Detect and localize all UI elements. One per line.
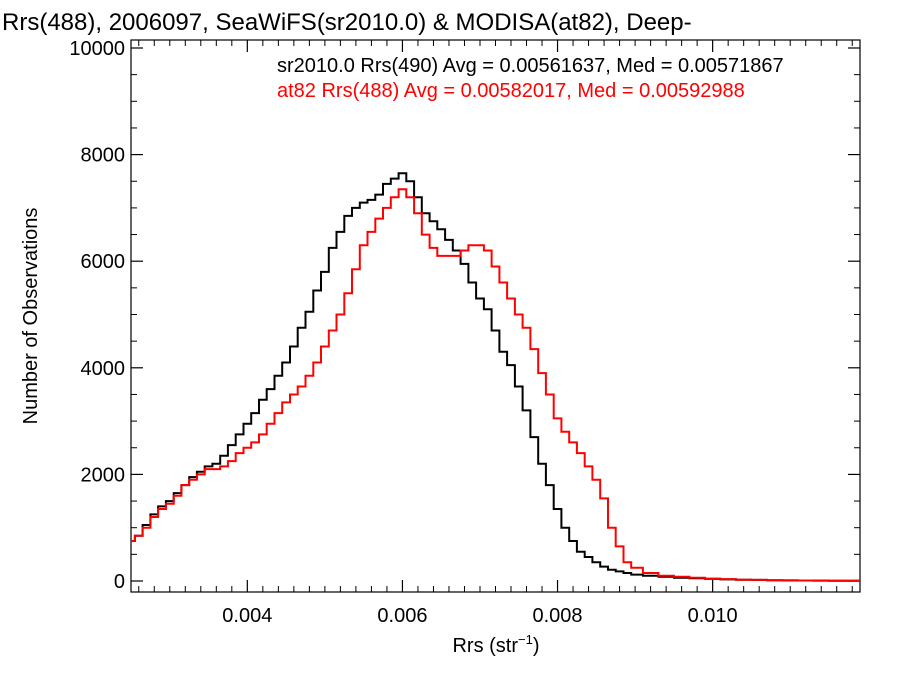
- x-tick-label: 0.006: [377, 605, 427, 627]
- x-axis-label: Rrs (str−1): [452, 632, 539, 657]
- chart-title: Rrs(488), 2006097, SeaWiFS(sr2010.0) & M…: [2, 9, 692, 36]
- y-tick-label: 0: [114, 571, 125, 593]
- y-tick-label: 10000: [69, 38, 125, 60]
- y-tick-label: 6000: [81, 251, 126, 273]
- x-tick-label: 0.004: [222, 605, 272, 627]
- plot-frame: [130, 39, 861, 593]
- y-tick-label: 2000: [81, 464, 126, 486]
- x-axis-label-main: Rrs (str: [452, 635, 518, 657]
- x-tick-label: 0.008: [533, 605, 583, 627]
- y-tick-label: 4000: [81, 358, 126, 380]
- y-tick-label: 8000: [81, 145, 126, 167]
- x-axis-label-superscript: −1: [518, 632, 533, 647]
- legend-entry-modisa: at82 Rrs(488) Avg = 0.00582017, Med = 0.…: [277, 80, 745, 102]
- x-axis-ticks: 0.004 0.006 0.008 0.010: [138, 40, 853, 627]
- series-line-modisa: [131, 188, 860, 582]
- x-tick-label: 0.010: [688, 605, 738, 627]
- y-axis-ticks: 0 2000 4000 6000 8000 10000: [69, 38, 860, 593]
- y-axis-label: Number of Observations: [20, 208, 42, 425]
- legend-entry-seawifs: sr2010.0 Rrs(490) Avg = 0.00561637, Med …: [277, 55, 784, 77]
- series-lines: [131, 172, 860, 582]
- series-line-seawifs: [131, 172, 860, 582]
- x-axis-label-end: ): [533, 635, 540, 657]
